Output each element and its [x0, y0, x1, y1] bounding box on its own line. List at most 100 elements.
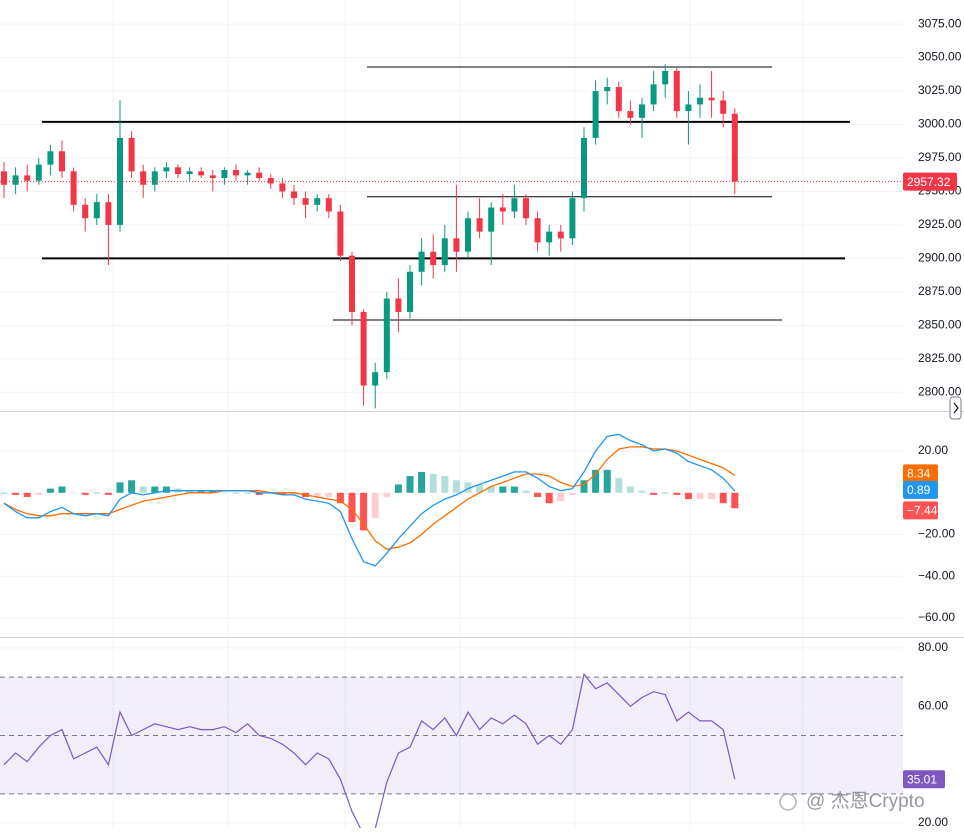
histogram-bar: [197, 490, 205, 493]
y-tick-label: 3025.00: [918, 83, 962, 97]
candle-body: [12, 175, 19, 185]
y-tick-label: 20.00: [918, 815, 948, 828]
histogram-bar: [23, 492, 31, 497]
candle-body: [93, 202, 100, 219]
histogram-bar: [673, 492, 681, 495]
candle-body: [209, 175, 216, 179]
candle-body: [279, 183, 286, 192]
candle-body: [325, 198, 332, 212]
candle-body: [534, 218, 541, 243]
candle-body: [465, 218, 471, 252]
watermark: @ 杰恩Crypto: [779, 790, 925, 812]
histogram-bar: [545, 492, 553, 504]
candle-body: [430, 251, 437, 266]
candle-body: [441, 238, 448, 266]
histogram-bar: [522, 490, 530, 493]
candle-body: [523, 198, 529, 219]
y-tick-label: 60.00: [918, 698, 948, 712]
y-tick-label: 2925.00: [918, 217, 962, 231]
y-tick-label: 3050.00: [918, 50, 962, 64]
value-badge: [903, 464, 938, 483]
histogram-bar: [81, 492, 89, 495]
candle-body: [198, 171, 205, 176]
histogram-bar: [0, 492, 8, 494]
candle-body: [546, 231, 553, 243]
value-badge-label: −7.44: [907, 503, 938, 517]
candle-body: [581, 137, 587, 199]
candle-body: [1, 171, 7, 185]
histogram-bar: [731, 492, 739, 509]
candle-body: [453, 238, 460, 252]
histogram-bar: [626, 486, 634, 493]
histogram-bar: [708, 492, 716, 500]
candle-body: [233, 170, 239, 176]
histogram-bar: [696, 492, 704, 500]
candle-body: [186, 171, 193, 175]
histogram-bar: [557, 492, 565, 502]
collapse-button[interactable]: [949, 396, 962, 420]
candle-body: [291, 191, 297, 199]
histogram-bar: [476, 484, 484, 493]
value-badge: [903, 172, 957, 191]
value-badge-label: 2957.32: [907, 175, 951, 189]
candle-body: [175, 167, 181, 175]
histogram-bar: [499, 486, 507, 493]
candle-body: [592, 91, 599, 138]
histogram-bar: [139, 486, 147, 493]
histogram-bar: [336, 492, 344, 504]
candle-body: [314, 198, 321, 205]
histogram-bar: [116, 482, 124, 493]
value-badge-label: 35.01: [907, 772, 937, 786]
histogram-bar: [441, 476, 449, 493]
histogram-bar: [46, 488, 54, 493]
collapse-icon[interactable]: [953, 402, 959, 414]
y-tick-label: 2800.00: [918, 384, 962, 398]
value-badge: [903, 770, 945, 789]
histogram-bar: [232, 492, 240, 494]
histogram-bar: [255, 492, 263, 495]
candle-body: [221, 170, 228, 179]
collapse-button-box[interactable]: [949, 396, 962, 420]
histogram-bar: [487, 486, 495, 493]
y-tick-label: 2900.00: [918, 251, 962, 265]
histogram-bar: [278, 492, 286, 495]
candle-body: [163, 167, 170, 172]
y-tick-label: −20.00: [918, 527, 955, 541]
histogram-bar: [568, 492, 576, 495]
y-tick-label: 2850.00: [918, 317, 962, 331]
candle-body: [383, 298, 390, 373]
histogram-bar: [348, 492, 356, 523]
y-tick-label: 3000.00: [918, 117, 962, 131]
candle-body: [256, 172, 263, 179]
candle-body: [372, 372, 379, 386]
candle-body: [650, 84, 657, 105]
histogram-bar: [371, 492, 379, 518]
histogram-bar: [290, 492, 298, 495]
histogram-bar: [70, 492, 78, 494]
histogram-bar: [104, 492, 112, 495]
candle-body: [569, 198, 576, 239]
y-tick-label: 2875.00: [918, 284, 962, 298]
histogram-bar: [684, 492, 692, 500]
candle-body: [639, 104, 645, 118]
candle-body: [267, 178, 274, 184]
candle-body: [337, 211, 344, 256]
candle-body: [24, 175, 31, 181]
histogram-bar: [580, 480, 588, 493]
histogram-bar: [406, 476, 414, 493]
candle-body: [395, 298, 402, 312]
time-grid: [112, 0, 804, 828]
candle-body: [418, 251, 425, 272]
value-badge-label: 8.34: [907, 467, 931, 481]
candle-body: [673, 70, 680, 112]
histogram-bar: [383, 492, 391, 497]
y-tick-label: 2825.00: [918, 351, 962, 365]
candle-body: [511, 198, 518, 212]
histogram-bar: [394, 484, 402, 493]
watermark-text: @ 杰恩Crypto: [806, 790, 925, 812]
histogram-bar: [510, 486, 518, 493]
y-tick-label: 2975.00: [918, 150, 962, 164]
histogram-bar: [313, 492, 321, 497]
histogram-bar: [452, 480, 460, 493]
histogram-bar: [186, 490, 194, 493]
